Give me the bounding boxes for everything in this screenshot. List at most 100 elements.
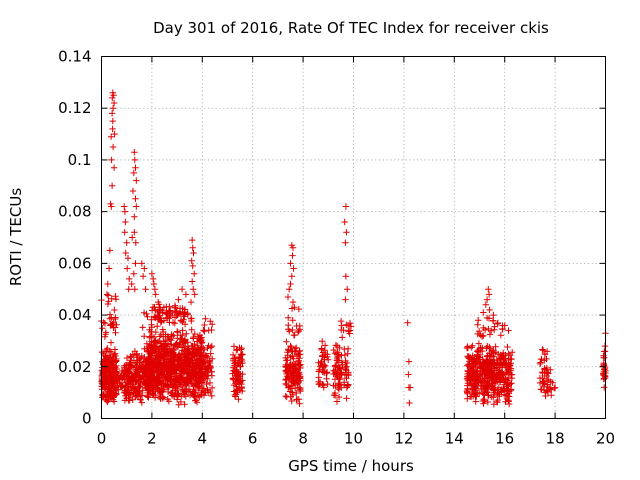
- data-point: [149, 368, 156, 375]
- data-point: [181, 368, 189, 375]
- data-point: [536, 360, 544, 368]
- data-point: [296, 371, 303, 378]
- data-point: [204, 354, 211, 362]
- data-point: [121, 370, 129, 377]
- data-point: [122, 383, 129, 391]
- data-point: [107, 339, 115, 346]
- data-point: [102, 331, 109, 338]
- data-point: [175, 365, 183, 372]
- data-point: [136, 383, 143, 390]
- data-point: [234, 387, 241, 394]
- data-point: [174, 328, 181, 335]
- data-point: [287, 260, 294, 267]
- data-point: [207, 344, 215, 351]
- data-point: [296, 400, 303, 407]
- data-point: [150, 275, 157, 283]
- data-point: [480, 332, 487, 339]
- data-point: [497, 332, 505, 339]
- data-point: [235, 354, 243, 361]
- data-point: [124, 265, 131, 272]
- data-point: [131, 156, 138, 164]
- data-point: [342, 203, 350, 210]
- data-point: [464, 343, 471, 350]
- data-point: [137, 396, 144, 404]
- data-point: [179, 318, 186, 326]
- x-tick-label: 18: [546, 430, 565, 448]
- data-point: [178, 344, 186, 351]
- data-point: [191, 353, 198, 360]
- data-point: [183, 330, 190, 337]
- data-point: [113, 390, 120, 398]
- data-point: [185, 379, 192, 387]
- data-point: [133, 350, 140, 357]
- data-point: [324, 351, 331, 358]
- data-point: [289, 298, 297, 306]
- data-point: [235, 396, 242, 403]
- data-point: [121, 389, 128, 396]
- data-point: [296, 326, 304, 333]
- data-point: [190, 388, 197, 396]
- data-point: [238, 383, 245, 391]
- data-point: [139, 273, 147, 280]
- data-point: [191, 270, 198, 277]
- data-point: [291, 331, 298, 339]
- data-point: [110, 351, 118, 358]
- data-point: [173, 311, 181, 318]
- x-tick-label: 8: [298, 430, 308, 448]
- data-point: [151, 375, 158, 383]
- x-axis-title: GPS time / hours: [288, 457, 414, 475]
- data-point: [121, 229, 128, 236]
- y-axis-title: ROTI / TECUs: [7, 188, 25, 286]
- data-point: [161, 348, 168, 355]
- data-point: [117, 383, 124, 390]
- data-point: [168, 348, 175, 356]
- data-point: [107, 384, 114, 392]
- data-point: [107, 348, 115, 356]
- data-point: [174, 335, 181, 342]
- data-point: [107, 378, 114, 385]
- data-point: [486, 306, 493, 314]
- data-point: [113, 357, 120, 364]
- data-point: [341, 345, 348, 353]
- data-point: [108, 182, 116, 189]
- data-point: [199, 385, 206, 392]
- data-point: [199, 364, 206, 371]
- data-point: [285, 321, 292, 329]
- data-point: [111, 306, 118, 314]
- data-point: [103, 291, 111, 298]
- data-point: [181, 378, 189, 385]
- y-tick-label: 0.04: [58, 306, 91, 324]
- data-point: [291, 368, 298, 375]
- data-point: [104, 300, 112, 308]
- data-point: [155, 350, 162, 358]
- data-point: [601, 384, 608, 391]
- data-point: [141, 333, 148, 340]
- data-point: [285, 347, 292, 354]
- data-point: [132, 195, 139, 202]
- data-point: [106, 348, 114, 355]
- y-tick-label: 0.08: [58, 203, 91, 221]
- data-point: [320, 384, 327, 391]
- data-point: [229, 375, 237, 382]
- data-point: [160, 380, 167, 387]
- data-point: [125, 365, 133, 373]
- data-point: [505, 327, 512, 334]
- data-point: [151, 286, 159, 293]
- data-point: [183, 353, 190, 360]
- data-point: [202, 315, 209, 322]
- data-point: [490, 311, 497, 319]
- data-point: [288, 377, 295, 385]
- data-point: [179, 359, 186, 367]
- data-point: [195, 351, 203, 358]
- data-point: [172, 304, 179, 311]
- data-point: [190, 345, 197, 352]
- data-point: [284, 293, 292, 301]
- data-point: [407, 384, 414, 391]
- data-point: [116, 374, 123, 382]
- data-point: [342, 273, 350, 280]
- data-point: [108, 295, 115, 302]
- y-tick-label: 0: [82, 410, 92, 428]
- data-point: [152, 291, 159, 298]
- data-point: [237, 377, 244, 385]
